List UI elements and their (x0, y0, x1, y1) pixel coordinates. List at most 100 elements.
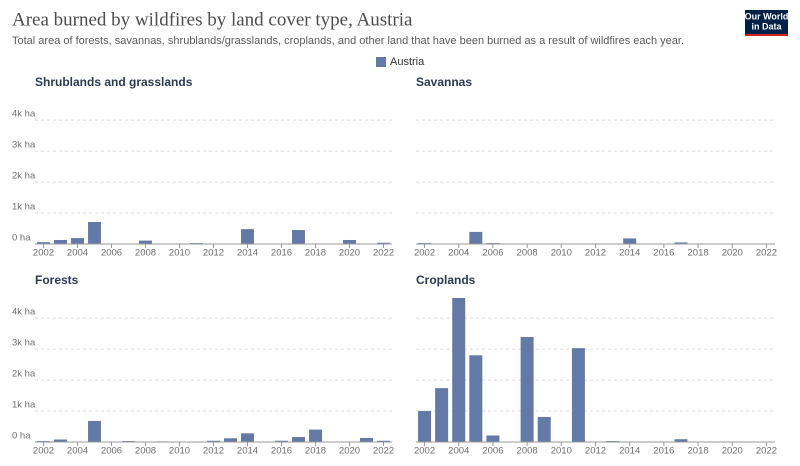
x-tick-label: 2012 (585, 248, 606, 259)
panel-title: Shrublands and grasslands (35, 75, 193, 89)
bar (377, 242, 390, 244)
x-tick-label: 2018 (688, 248, 709, 259)
y-tick-label: 1k ha (12, 400, 36, 411)
bar (54, 239, 67, 244)
bar (309, 429, 322, 442)
x-tick-label: 2010 (169, 248, 190, 259)
legend-swatch (376, 57, 386, 67)
y-tick-label: 2k ha (12, 369, 36, 380)
bar (377, 440, 390, 442)
x-tick-label: 2008 (517, 248, 538, 259)
logo-text: in Data (751, 21, 782, 31)
y-tick-label: 3k ha (12, 140, 36, 151)
x-tick-label: 2002 (33, 248, 54, 259)
y-tick-label: 1k ha (12, 202, 36, 213)
x-tick-label: 2022 (373, 446, 394, 457)
x-tick-label: 2014 (237, 446, 258, 457)
logo-text: Our World (745, 11, 789, 21)
x-tick-label: 2002 (414, 248, 435, 259)
x-tick-label: 2018 (305, 446, 326, 457)
x-tick-label: 2014 (237, 248, 258, 259)
x-tick-label: 2016 (271, 248, 292, 259)
y-tick-label: 4k ha (12, 109, 36, 120)
panel-title: Croplands (416, 273, 476, 287)
logo[interactable]: Our World in Data (745, 10, 789, 36)
y-tick-label: 0 ha (12, 431, 31, 442)
x-tick-label: 2018 (688, 446, 709, 457)
bar (623, 238, 637, 244)
bar (452, 298, 466, 442)
bar (537, 416, 551, 442)
x-tick-label: 2020 (339, 446, 360, 457)
bar (207, 440, 220, 442)
x-tick-label: 2002 (414, 446, 435, 457)
bar (520, 337, 534, 442)
x-tick-label: 2012 (585, 446, 606, 457)
bar (674, 439, 688, 442)
x-tick-label: 2012 (203, 248, 224, 259)
x-tick-label: 2020 (722, 248, 743, 259)
bar (241, 433, 254, 442)
x-tick-label: 2008 (135, 248, 156, 259)
bar (469, 231, 483, 244)
bar (292, 230, 305, 244)
x-tick-label: 2002 (33, 446, 54, 457)
x-tick-label: 2020 (722, 446, 743, 457)
bar (360, 437, 373, 442)
x-tick-label: 2006 (482, 248, 503, 259)
bar (343, 239, 356, 244)
legend: Austria (376, 56, 425, 68)
panel-title: Forests (35, 273, 79, 287)
bar (241, 229, 254, 244)
bar (224, 438, 237, 442)
bar (486, 435, 500, 442)
x-tick-label: 2006 (101, 446, 122, 457)
bar (139, 240, 152, 244)
x-tick-label: 2008 (135, 446, 156, 457)
x-tick-label: 2004 (67, 446, 88, 457)
x-tick-label: 2004 (67, 248, 88, 259)
bar (469, 355, 483, 442)
x-tick-label: 2010 (551, 248, 572, 259)
y-tick-label: 3k ha (12, 338, 36, 349)
x-tick-label: 2016 (653, 248, 674, 259)
y-tick-label: 0 ha (12, 233, 31, 244)
x-tick-label: 2020 (339, 248, 360, 259)
bar (54, 439, 67, 442)
x-tick-label: 2022 (373, 248, 394, 259)
panel-title: Savannas (416, 75, 472, 89)
x-tick-label: 2004 (448, 446, 469, 457)
chart-subtitle: Total area of forests, savannas, shrubla… (12, 35, 684, 47)
x-tick-label: 2012 (203, 446, 224, 457)
x-tick-label: 2022 (756, 446, 777, 457)
chart-title: Area burned by wildfires by land cover t… (12, 9, 413, 30)
x-tick-label: 2006 (101, 248, 122, 259)
bar (37, 242, 50, 244)
x-tick-label: 2016 (653, 446, 674, 457)
bar (418, 411, 432, 442)
bar (435, 388, 449, 442)
bar (571, 348, 585, 442)
bar (674, 242, 688, 244)
y-tick-label: 2k ha (12, 171, 36, 182)
bar (292, 437, 305, 442)
bar (88, 420, 101, 442)
x-tick-label: 2014 (619, 248, 640, 259)
logo-underline (745, 34, 788, 36)
x-tick-label: 2008 (517, 446, 538, 457)
y-tick-label: 4k ha (12, 307, 36, 318)
x-tick-label: 2016 (271, 446, 292, 457)
bar (71, 238, 84, 244)
x-tick-label: 2006 (482, 446, 503, 457)
x-tick-label: 2010 (169, 446, 190, 457)
bar (275, 440, 288, 442)
legend-label: Austria (390, 56, 425, 68)
x-tick-label: 2004 (448, 248, 469, 259)
x-tick-label: 2014 (619, 446, 640, 457)
logo-box (745, 10, 788, 34)
x-tick-label: 2022 (756, 248, 777, 259)
bar (88, 222, 101, 244)
x-tick-label: 2018 (305, 248, 326, 259)
